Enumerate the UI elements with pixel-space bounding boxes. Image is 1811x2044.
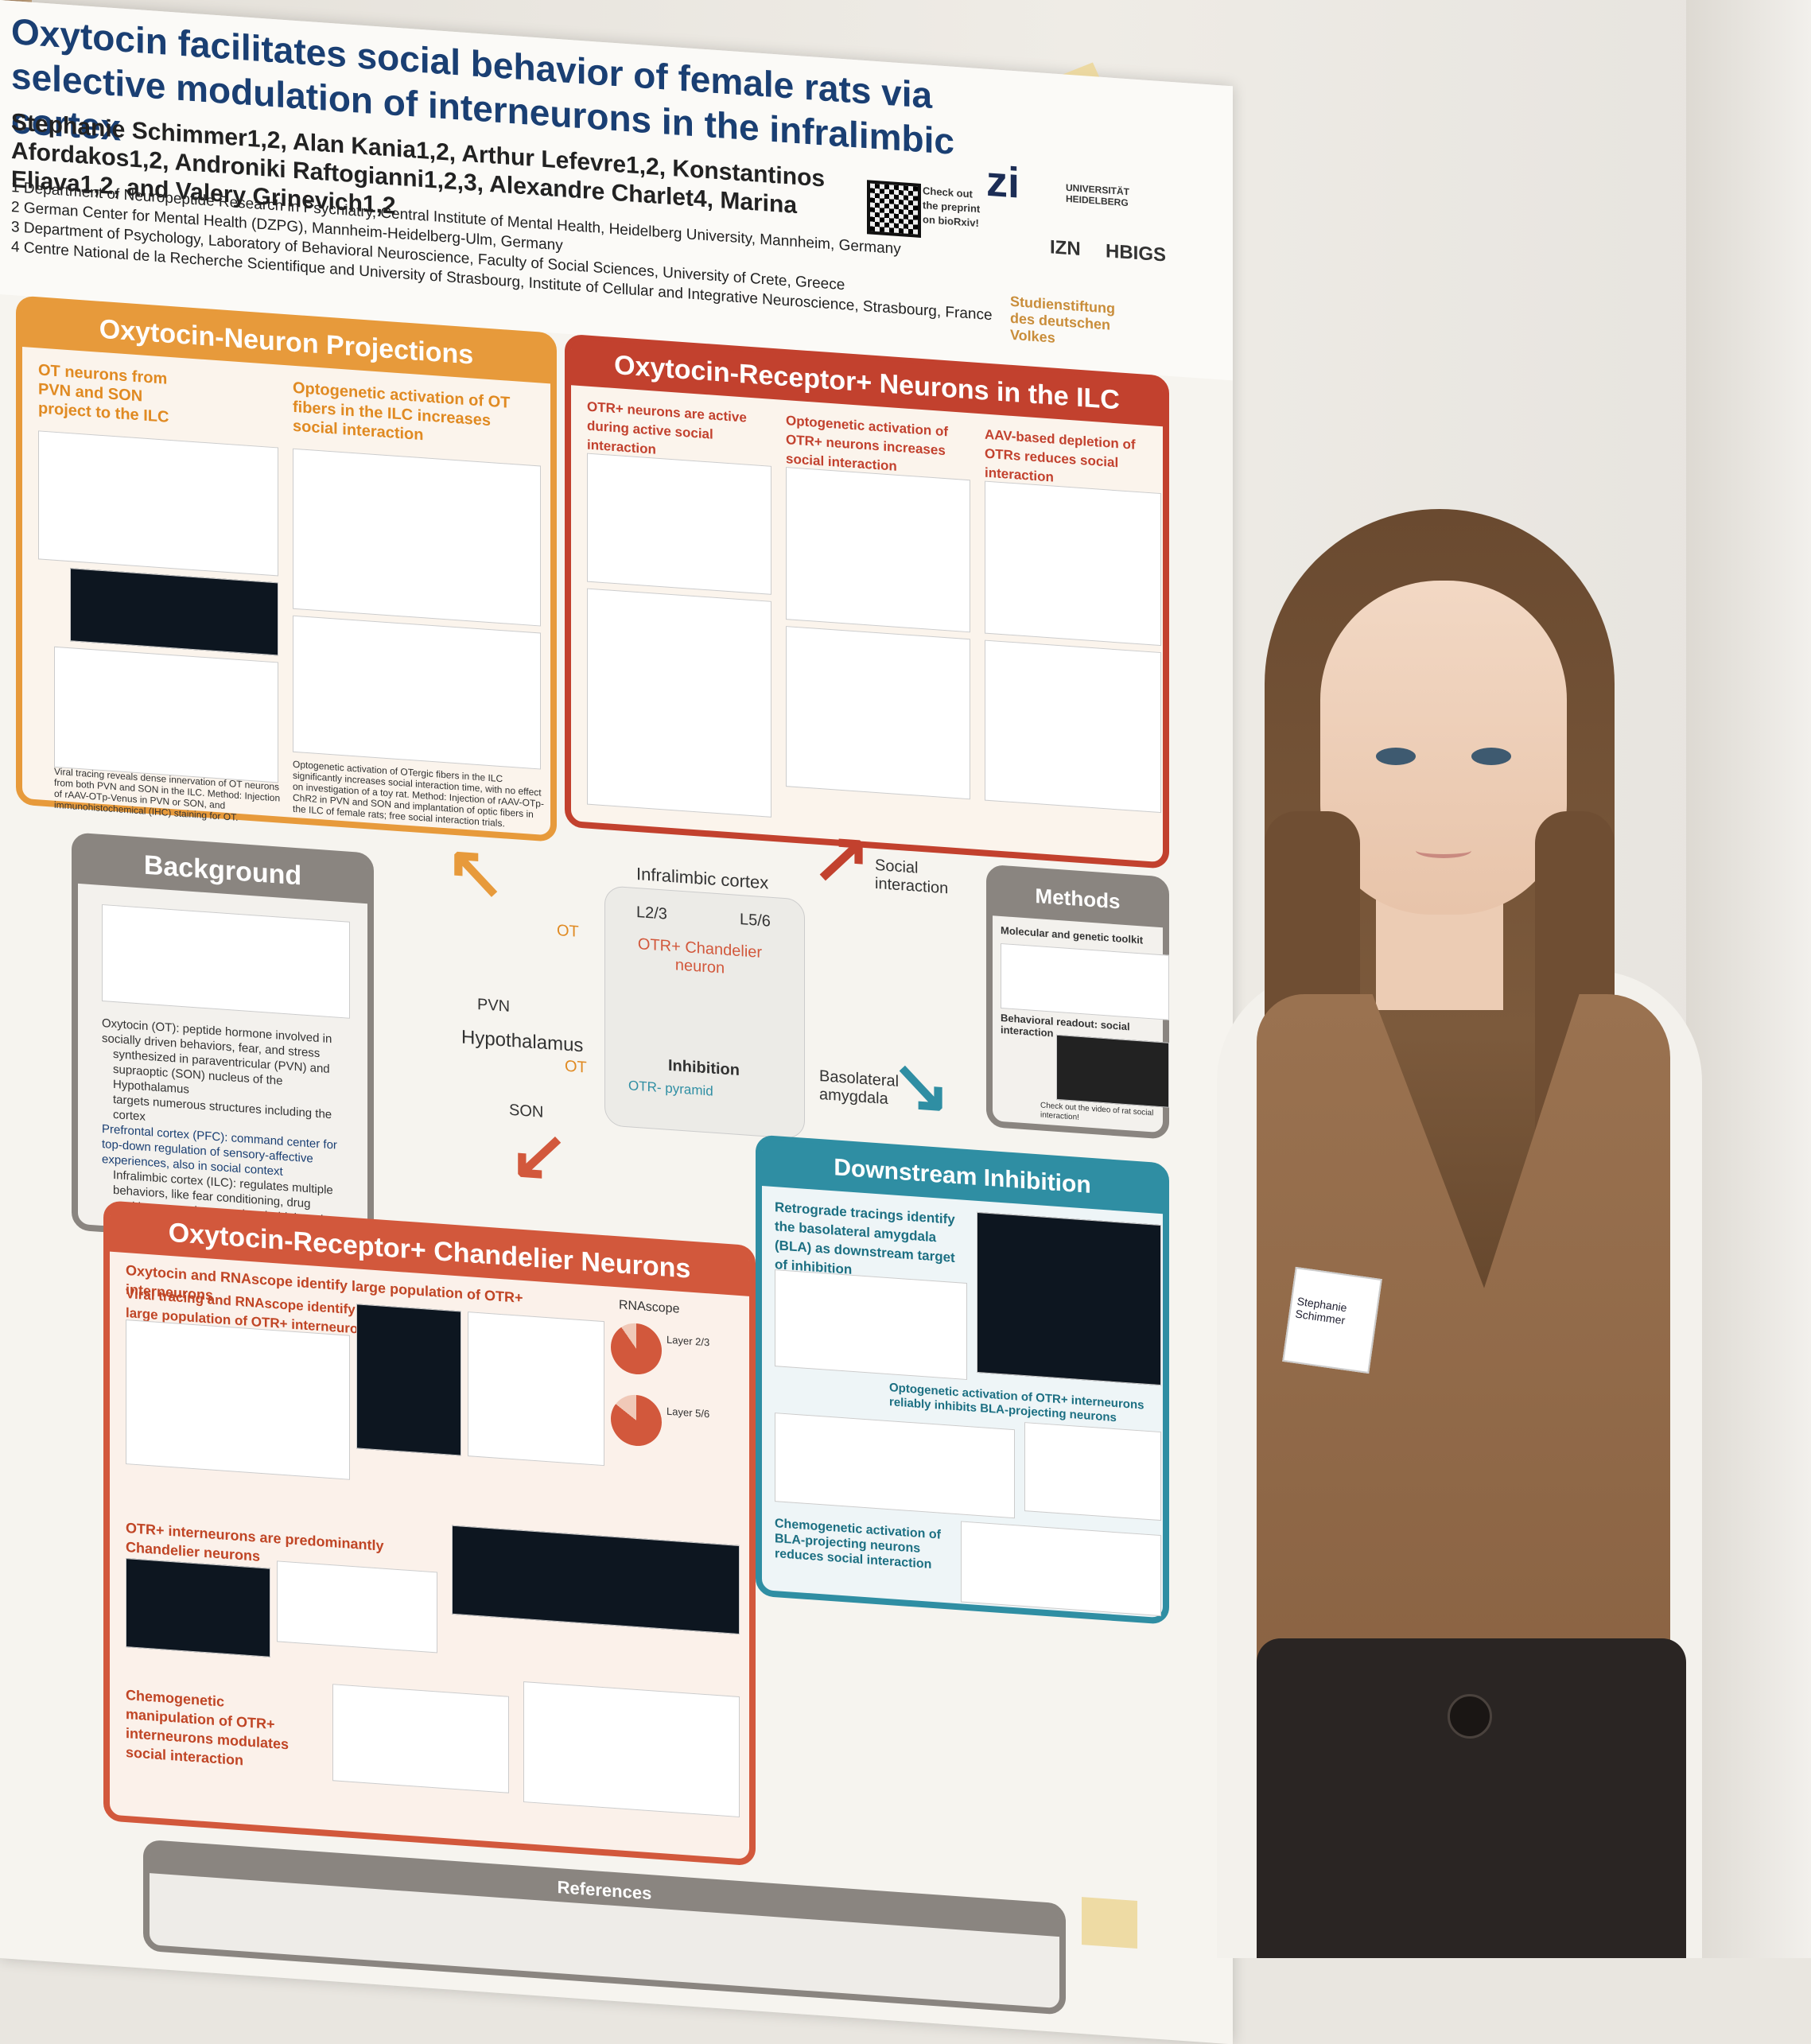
references-title: References	[150, 1844, 1059, 1937]
arrow-to-projections: ↖	[445, 830, 506, 915]
dark-trousers	[1257, 1638, 1686, 1958]
presenter-person: Stephanie Schimmer	[1161, 509, 1702, 1958]
ilc-box	[604, 885, 805, 1140]
layer56-label: Layer 5/6	[666, 1405, 710, 1420]
optogenetic-schematic	[293, 448, 541, 627]
trouser-button	[1448, 1694, 1492, 1739]
downstream-sub-2: Optogenetic activation of OTR+ interneur…	[889, 1381, 1145, 1425]
wall-corner	[1686, 0, 1811, 1958]
projections-panel: Oxytocin-Neuron Projections OT neurons f…	[16, 295, 557, 842]
firing-trace	[277, 1560, 437, 1653]
arrow-to-chandelier: ↙	[509, 1113, 569, 1198]
layer56-donut	[611, 1393, 662, 1448]
rnascope-label: RNAscope	[619, 1298, 680, 1316]
axon-initial-segment-image	[452, 1525, 740, 1635]
innervation-bar-charts	[54, 646, 278, 783]
methods-title: Methods	[993, 869, 1163, 928]
mouth	[1416, 843, 1471, 858]
tape-bottom-right	[1082, 1897, 1137, 1949]
badge-name: Stephanie Schimmer	[1294, 1294, 1348, 1327]
right-eye	[1471, 748, 1511, 765]
social-interaction-label: Social interaction	[875, 856, 949, 898]
projection-schematic	[38, 430, 278, 577]
background-title: Background	[78, 837, 367, 904]
chemogenetic-bla-chart	[961, 1521, 1161, 1617]
pvn-label: PVN	[477, 995, 511, 1016]
layer-56-label: L5/6	[740, 911, 771, 931]
ephys-schematic	[775, 1413, 1015, 1519]
rat-brain-illustration	[102, 903, 350, 1019]
face	[1320, 581, 1567, 915]
projections-sub-2: Optogenetic activation of OT fibers in t…	[293, 379, 511, 445]
otr-neurons-panel: Oxytocin-Receptor+ Neurons in the ILC OT…	[565, 333, 1169, 869]
chemogenetic-chart	[523, 1681, 740, 1818]
chandelier-sub-4: Chemogenetic manipulation of OTR+ intern…	[126, 1687, 290, 1769]
qr-caption: Check out the preprint on bioRxiv!	[923, 185, 981, 230]
hypothalamus-label: Hypothalamus	[461, 1026, 584, 1057]
scientific-poster: Oxytocin facilitates social behavior of …	[0, 0, 1233, 2044]
retrograde-schematic	[775, 1269, 967, 1381]
izn-logo: IZN	[1050, 236, 1081, 261]
chandelier-panel: Oxytocin-Receptor+ Chandelier Neurons Ox…	[103, 1200, 756, 1867]
projections-sub-1: OT neurons from PVN and SON project to t…	[38, 361, 169, 426]
fiber-photometry-schematic	[587, 453, 771, 595]
toolkit-illustration	[1001, 942, 1169, 1020]
fiber-photometry-traces	[587, 588, 771, 818]
preprint-qr-code[interactable]	[867, 180, 921, 238]
chemogenetic-schematic	[332, 1684, 509, 1793]
projections-text-2: Optogenetic activation of OTergic fibers…	[293, 758, 544, 830]
otr-optogenetic-chart	[786, 626, 970, 800]
biocytin-image	[126, 1558, 270, 1657]
otr-depletion-schematic	[985, 480, 1161, 647]
neuron-count-chart	[468, 1312, 604, 1467]
background-bullets: Oxytocin (OT): peptide hormone involved …	[102, 1016, 356, 1230]
ephys-chart	[1024, 1422, 1161, 1521]
zi-logo: zi	[986, 157, 1020, 208]
studienstiftung-logo: Studienstiftung des deutschen Volkes	[1010, 293, 1115, 346]
ot-label-bottom: OT	[565, 1057, 587, 1077]
arrow-to-otr: ↗	[811, 816, 872, 900]
rat-photo	[1056, 1034, 1169, 1108]
ilc-micrograph	[70, 568, 278, 656]
name-badge: Stephanie Schimmer	[1282, 1266, 1382, 1374]
viral-tracing-schematic	[126, 1319, 350, 1480]
layer23-donut	[611, 1321, 662, 1377]
background-panel: Background Oxytocin (OT): peptide hormon…	[72, 832, 374, 1251]
hbigs-logo: HBIGS	[1106, 240, 1167, 266]
methods-panel: Methods Molecular and genetic toolkit Be…	[986, 864, 1169, 1140]
interaction-time-chart	[293, 615, 541, 770]
layer23-label: Layer 2/3	[666, 1333, 710, 1349]
layer-23-label: L2/3	[636, 903, 667, 923]
ot-label-top: OT	[557, 921, 579, 941]
otr-optogenetic-schematic	[786, 467, 970, 633]
left-eye	[1376, 748, 1416, 765]
rnascope-micrograph	[356, 1304, 461, 1456]
references-panel: References	[143, 1839, 1066, 2015]
heidelberg-logo: UNIVERSITÄT HEIDELBERG	[1066, 181, 1130, 209]
downstream-panel: Downstream Inhibition Retrograde tracing…	[756, 1134, 1169, 1625]
downstream-sub-3: Chemogenetic activation of BLA-projectin…	[775, 1517, 941, 1572]
otr-depletion-chart	[985, 639, 1161, 814]
arrow-to-downstream: ↘	[891, 1044, 951, 1129]
bla-micrographs	[977, 1211, 1161, 1386]
